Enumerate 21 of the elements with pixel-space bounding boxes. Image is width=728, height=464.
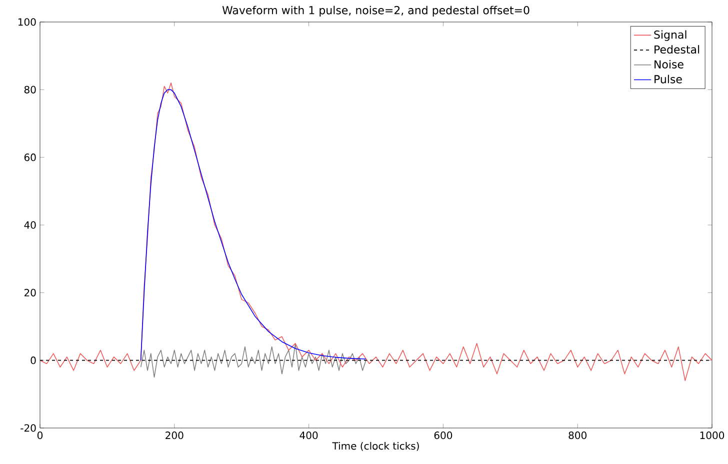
y-tick-label: -20 <box>20 424 36 432</box>
x-tick-label: 800 <box>568 432 586 440</box>
y-tick-label: 60 <box>24 154 36 162</box>
y-tick-label: 100 <box>18 18 36 26</box>
line-series <box>140 343 366 378</box>
legend-label: Pulse <box>654 74 682 84</box>
legend-label: Pedestal <box>654 45 700 54</box>
legend-label: Signal <box>654 30 686 41</box>
y-tick-label: 40 <box>24 221 36 229</box>
y-tick-label: 0 <box>30 356 36 364</box>
legend-label: Noise <box>654 60 684 68</box>
line-series <box>40 82 712 382</box>
x-tick-label: 1000 <box>700 432 724 440</box>
x-tick-label: 600 <box>434 432 452 440</box>
y-tick-label: 20 <box>24 288 36 296</box>
x-axis-title: Time (clock ticks) <box>332 442 419 451</box>
x-tick-label: 0 <box>37 432 43 440</box>
chart-title: Waveform with 1 pulse, noise=2, and pedestal offset=0 <box>222 6 530 16</box>
y-tick-label: 80 <box>24 86 36 94</box>
x-tick-label: 400 <box>300 432 318 440</box>
x-tick-label: 200 <box>166 432 184 440</box>
